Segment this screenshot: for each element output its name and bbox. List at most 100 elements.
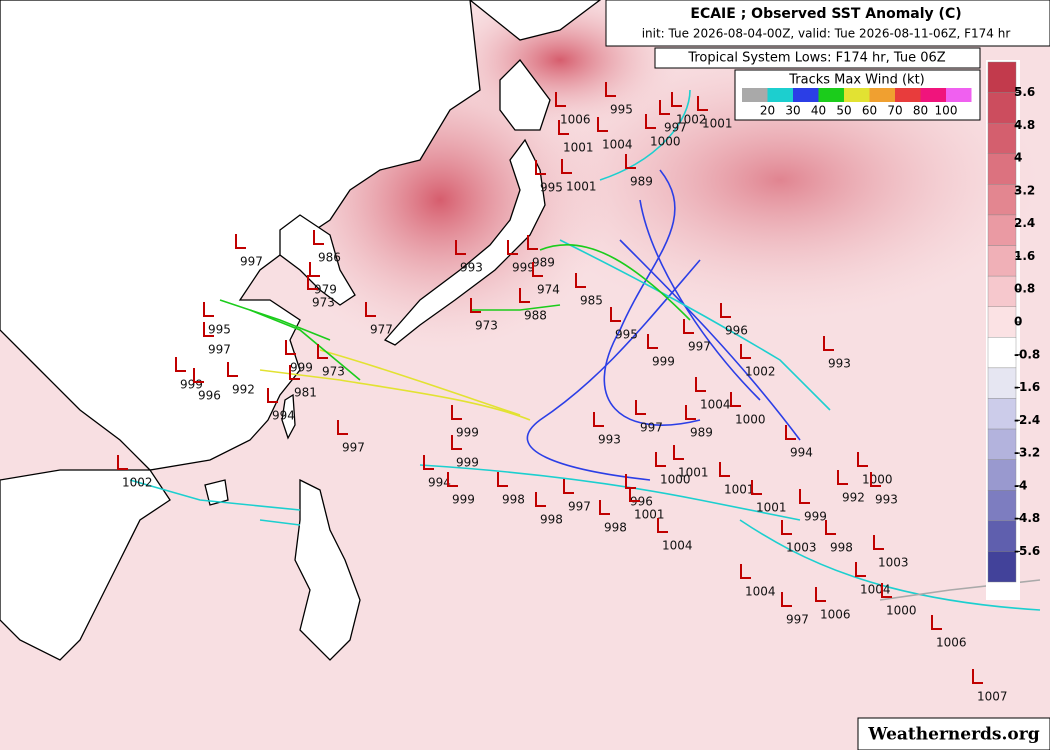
low-symbol <box>527 235 538 250</box>
pressure-label: 997 <box>342 441 365 455</box>
low-symbol <box>629 487 640 502</box>
low-symbol <box>535 492 546 507</box>
pressure-label: 1001 <box>563 141 594 155</box>
pressure-label: 1006 <box>936 636 967 650</box>
pressure-label: 1000 <box>650 135 681 149</box>
low-symbol <box>423 455 434 470</box>
pressure-label: 997 <box>208 343 231 357</box>
low-symbol <box>671 92 682 107</box>
pressure-label: 993 <box>828 357 851 371</box>
pressure-label: 997 <box>688 340 711 354</box>
low-symbol <box>972 669 983 684</box>
low-symbol <box>855 562 866 577</box>
pressure-label: 986 <box>318 251 341 265</box>
low-symbol <box>931 615 942 630</box>
low-symbol <box>647 334 658 349</box>
pressure-label: 1002 <box>676 113 707 127</box>
low-symbol <box>235 234 246 249</box>
low-symbol <box>317 344 328 359</box>
pressure-label: 992 <box>842 491 865 505</box>
low-symbol <box>697 96 708 111</box>
low-symbol <box>857 452 868 467</box>
wind-label: 80 <box>913 104 928 118</box>
lows-title: Tropical System Lows: F174 hr, Tue 06Z <box>687 51 945 66</box>
colorbar-bin <box>987 306 1017 338</box>
pressure-label: 994 <box>272 409 295 423</box>
pressure-label: 996 <box>725 324 748 338</box>
pressure-label: 1000 <box>886 604 917 618</box>
low-symbol <box>823 336 834 351</box>
low-symbol <box>873 535 884 550</box>
colorbar-label: 0 <box>1014 315 1022 329</box>
low-symbol <box>659 100 670 115</box>
low-symbol <box>719 462 730 477</box>
low-symbol <box>799 489 810 504</box>
low-symbol <box>740 564 751 579</box>
wind-color <box>895 88 921 102</box>
low-symbol <box>563 479 574 494</box>
pressure-label: 974 <box>537 283 560 297</box>
pressure-label: 1000 <box>862 473 893 487</box>
wind-color <box>793 88 819 102</box>
colorbar-bin <box>987 61 1017 93</box>
low-symbol <box>455 240 466 255</box>
pressure-label: 989 <box>532 256 555 270</box>
watermark-box <box>857 717 1050 751</box>
pressure-label: 989 <box>630 175 653 189</box>
pressure-label: 1001 <box>724 483 755 497</box>
pressure-label: 999 <box>456 426 479 440</box>
low-symbol <box>695 377 706 392</box>
wind-label: 70 <box>887 104 902 118</box>
pressure-label: 997 <box>568 500 591 514</box>
pressure-label: 1000 <box>660 473 691 487</box>
pressure-label: 993 <box>875 493 898 507</box>
low-symbol <box>193 368 204 383</box>
low-symbol <box>610 307 621 322</box>
pressure-label: 999 <box>290 361 313 375</box>
colorbar-label: -1.6 <box>1014 380 1040 394</box>
wind-label: 30 <box>785 104 800 118</box>
low-symbol <box>597 117 608 132</box>
pressure-label: 992 <box>232 383 255 397</box>
low-symbol <box>815 587 826 602</box>
title-box <box>605 0 1050 47</box>
colorbar-label: 4 <box>1014 151 1022 165</box>
colorbar-label: -2.4 <box>1014 413 1040 427</box>
low-symbol <box>307 275 318 290</box>
low-symbol <box>785 425 796 440</box>
colorbar-bin <box>987 520 1017 552</box>
colorbar-label: 5.6 <box>1014 85 1035 99</box>
pressure-label: 994 <box>790 446 813 460</box>
low-symbol <box>781 520 792 535</box>
pressure-label: 1001 <box>566 180 597 194</box>
colorbar-bin <box>987 153 1017 185</box>
low-symbol <box>365 302 376 317</box>
pressure-label: 998 <box>604 521 627 535</box>
pressure-label: 999 <box>652 355 675 369</box>
colorbar-label: 0.8 <box>1014 282 1035 296</box>
pressure-label: 1004 <box>700 398 731 412</box>
low-symbol <box>657 518 668 533</box>
low-symbol <box>655 452 666 467</box>
low-symbol <box>625 474 636 489</box>
pressure-label: 996 <box>198 389 221 403</box>
colorbar-bin <box>987 122 1017 154</box>
low-symbol <box>561 159 572 174</box>
colorbar-bin <box>987 490 1017 522</box>
wind-color <box>920 88 946 102</box>
pressure-label: 989 <box>690 426 713 440</box>
low-symbol <box>740 344 751 359</box>
colorbar-bin <box>987 551 1017 583</box>
pressure-label: 973 <box>475 319 498 333</box>
low-symbol <box>535 160 546 175</box>
pressure-label: 1001 <box>634 508 665 522</box>
colorbar-label: 4.8 <box>1014 118 1035 132</box>
colorbar-label: 2.4 <box>1014 216 1035 230</box>
pressure-label: 1002 <box>122 476 153 490</box>
pressure-label: 999 <box>512 261 535 275</box>
pressure-label: 1004 <box>662 539 693 553</box>
colorbar-bin <box>987 367 1017 399</box>
pressure-label: 998 <box>540 513 563 527</box>
pressure-label: 993 <box>598 433 621 447</box>
